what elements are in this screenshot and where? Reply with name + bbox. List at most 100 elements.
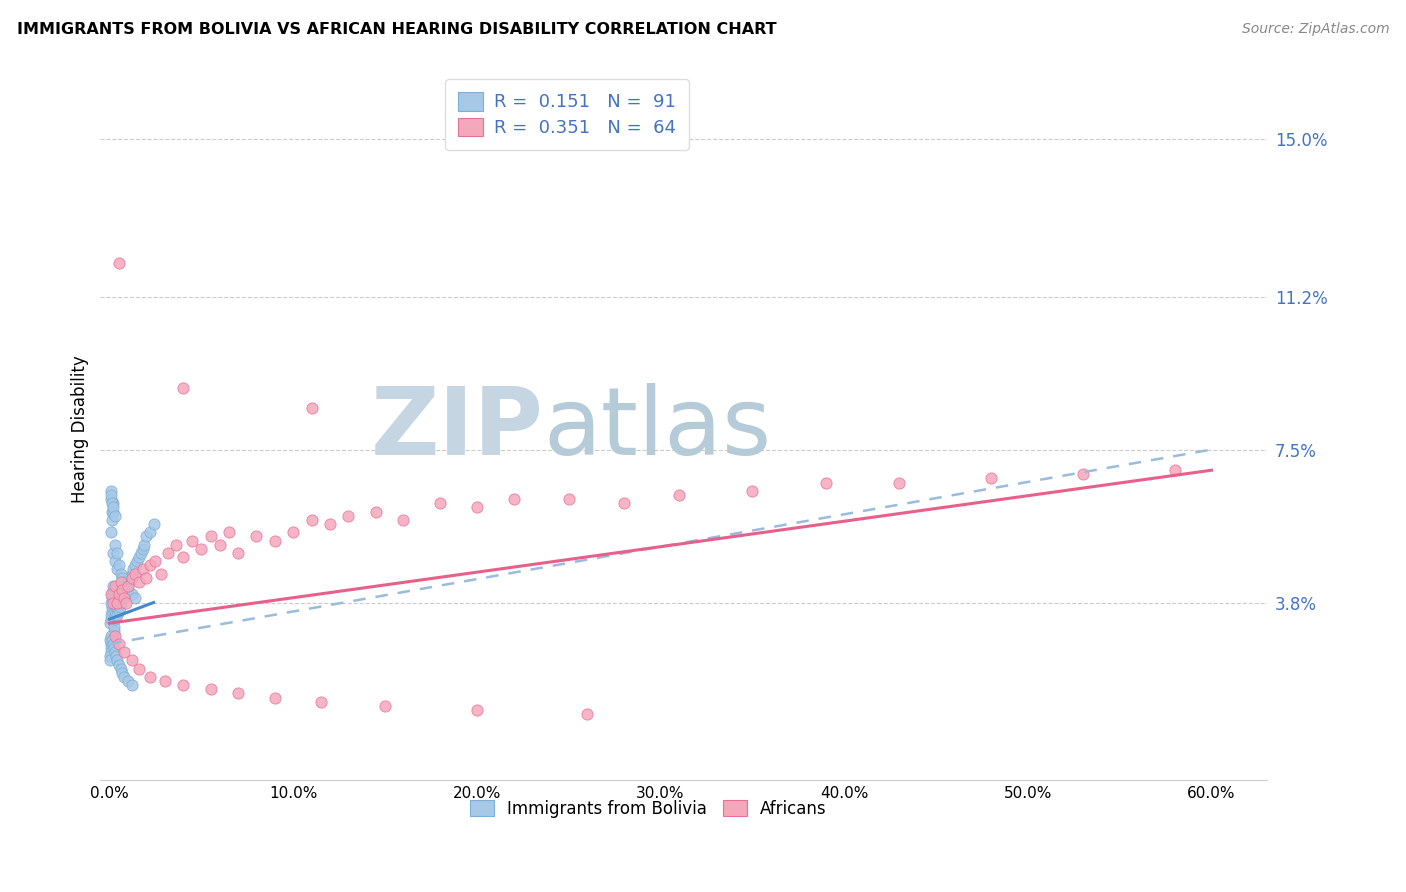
Point: [103, 595, 125, 609]
Point: [111, 665, 134, 680]
Point: [208, 538, 231, 552]
Point: [557, 492, 579, 507]
Point: [105, 562, 128, 576]
Point: [111, 583, 134, 598]
Point: [107, 591, 129, 606]
Point: [364, 504, 387, 518]
Point: [309, 695, 332, 709]
Point: [392, 513, 415, 527]
Point: [101, 496, 124, 510]
Point: [104, 612, 127, 626]
Point: [100, 525, 122, 540]
Point: [103, 579, 125, 593]
Point: [157, 546, 180, 560]
Point: [100, 632, 122, 647]
Point: [110, 595, 132, 609]
Point: [103, 624, 125, 639]
Point: [129, 546, 152, 560]
Point: [165, 538, 187, 552]
Point: [100, 607, 122, 622]
Point: [103, 504, 125, 518]
Point: [104, 629, 127, 643]
Text: ZIP: ZIP: [371, 383, 544, 475]
Point: [101, 632, 124, 647]
Point: [1164, 463, 1187, 477]
Point: [889, 475, 911, 490]
Point: [139, 670, 162, 684]
Point: [121, 571, 143, 585]
Point: [100, 492, 122, 507]
Point: [103, 496, 125, 510]
Point: [110, 574, 132, 589]
Point: [100, 595, 122, 609]
Point: [100, 616, 122, 631]
Point: [101, 599, 124, 614]
Point: [263, 690, 285, 705]
Point: [100, 640, 122, 655]
Point: [668, 488, 690, 502]
Point: [100, 587, 122, 601]
Point: [115, 583, 138, 598]
Legend: Immigrants from Bolivia, Africans: Immigrants from Bolivia, Africans: [464, 793, 834, 825]
Point: [226, 546, 249, 560]
Point: [104, 508, 127, 523]
Point: [117, 674, 139, 689]
Point: [117, 583, 139, 598]
Point: [100, 612, 122, 626]
Point: [110, 662, 132, 676]
Point: [105, 607, 128, 622]
Point: [139, 558, 162, 573]
Point: [149, 566, 172, 581]
Point: [98, 653, 121, 667]
Point: [98, 649, 121, 664]
Point: [107, 637, 129, 651]
Point: [283, 525, 305, 540]
Point: [124, 591, 146, 606]
Point: [103, 500, 125, 515]
Point: [112, 587, 135, 601]
Point: [741, 483, 763, 498]
Point: [134, 538, 156, 552]
Point: [105, 595, 128, 609]
Point: [172, 380, 194, 394]
Point: [980, 471, 1002, 485]
Point: [108, 599, 131, 614]
Point: [465, 703, 488, 717]
Point: [200, 682, 222, 697]
Point: [139, 525, 162, 540]
Point: [101, 587, 124, 601]
Point: [218, 525, 240, 540]
Point: [101, 504, 124, 518]
Point: [111, 587, 134, 601]
Point: [465, 500, 488, 515]
Text: atlas: atlas: [544, 383, 772, 475]
Point: [502, 492, 524, 507]
Point: [101, 591, 124, 606]
Point: [107, 657, 129, 672]
Point: [103, 620, 125, 634]
Point: [112, 670, 135, 684]
Point: [124, 558, 146, 573]
Point: [153, 674, 176, 689]
Point: [112, 645, 135, 659]
Point: [111, 571, 134, 585]
Point: [131, 541, 153, 556]
Point: [814, 475, 837, 490]
Point: [226, 686, 249, 700]
Point: [1071, 467, 1094, 482]
Point: [128, 549, 150, 564]
Point: [100, 604, 122, 618]
Point: [100, 483, 122, 498]
Point: [104, 599, 127, 614]
Point: [117, 579, 139, 593]
Point: [135, 529, 157, 543]
Point: [319, 516, 342, 531]
Point: [104, 579, 127, 593]
Point: [145, 554, 167, 568]
Point: [121, 653, 143, 667]
Point: [100, 513, 122, 527]
Point: [142, 516, 165, 531]
Point: [107, 558, 129, 573]
Point: [181, 533, 204, 548]
Point: [117, 579, 139, 593]
